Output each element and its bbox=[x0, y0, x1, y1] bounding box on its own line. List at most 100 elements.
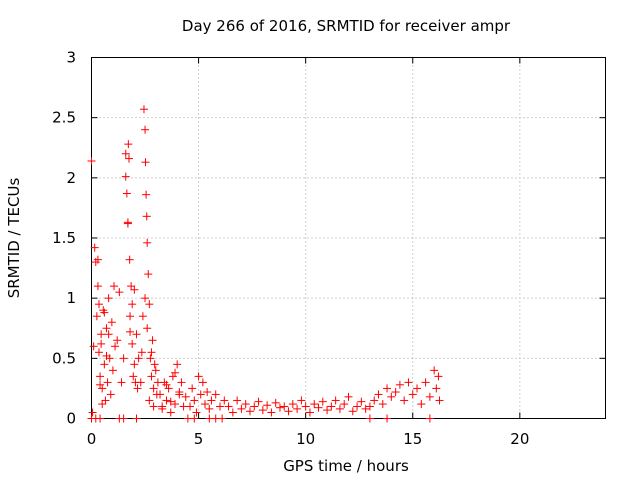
data-point bbox=[404, 378, 413, 387]
data-point bbox=[421, 378, 430, 387]
data-point bbox=[126, 327, 135, 336]
data-point bbox=[357, 397, 366, 406]
data-point bbox=[121, 149, 130, 158]
data-point bbox=[124, 140, 133, 149]
data-point bbox=[383, 384, 392, 393]
data-point bbox=[101, 396, 110, 405]
data-point bbox=[141, 125, 150, 134]
data-point bbox=[103, 378, 112, 387]
data-point bbox=[130, 285, 139, 294]
data-point bbox=[344, 392, 353, 401]
data-point bbox=[271, 398, 280, 407]
data-point bbox=[201, 400, 210, 409]
data-point bbox=[149, 402, 158, 411]
data-point bbox=[97, 339, 106, 348]
chart-title: Day 266 of 2016, SRMTID for receiver amp… bbox=[182, 17, 511, 35]
data-point bbox=[146, 354, 155, 363]
data-point bbox=[237, 404, 246, 413]
y-tick-label: 1 bbox=[66, 289, 76, 307]
data-point bbox=[216, 402, 224, 411]
data-point bbox=[293, 404, 302, 413]
data-point bbox=[138, 312, 147, 321]
data-point bbox=[127, 282, 136, 291]
data-point bbox=[198, 378, 207, 387]
data-point bbox=[88, 408, 97, 417]
data-point bbox=[102, 351, 111, 360]
data-point bbox=[162, 380, 171, 389]
data-point bbox=[117, 378, 126, 387]
data-point bbox=[106, 390, 115, 399]
data-point bbox=[102, 324, 111, 333]
data-point bbox=[150, 360, 159, 369]
data-point bbox=[134, 354, 143, 363]
data-point bbox=[123, 219, 132, 228]
data-point bbox=[288, 400, 297, 409]
data-point bbox=[205, 404, 214, 413]
data-point bbox=[361, 404, 370, 413]
data-point bbox=[93, 255, 102, 264]
data-point bbox=[128, 300, 137, 309]
data-point bbox=[327, 402, 336, 411]
data-point bbox=[100, 360, 109, 369]
data-point bbox=[203, 388, 212, 397]
data-point bbox=[168, 372, 177, 381]
data-point bbox=[96, 414, 105, 423]
y-tick-label: 0 bbox=[66, 410, 76, 428]
data-point bbox=[149, 384, 158, 393]
data-point bbox=[107, 318, 116, 327]
data-point bbox=[353, 402, 362, 411]
data-point bbox=[318, 397, 327, 406]
data-point bbox=[141, 294, 150, 303]
x-tick-labels: 0 5 10 15 20 bbox=[87, 430, 530, 448]
data-point bbox=[143, 324, 152, 333]
data-point bbox=[314, 403, 323, 412]
data-point bbox=[430, 366, 439, 375]
data-point bbox=[340, 400, 349, 409]
data-point bbox=[104, 330, 113, 339]
data-point bbox=[98, 384, 107, 393]
data-point bbox=[400, 396, 409, 405]
data-point bbox=[113, 336, 122, 345]
data-point bbox=[224, 402, 233, 411]
data-point bbox=[158, 404, 167, 413]
data-point bbox=[301, 402, 310, 411]
data-point bbox=[196, 390, 205, 399]
data-point bbox=[331, 396, 340, 405]
data-point bbox=[425, 392, 434, 401]
data-point bbox=[435, 396, 444, 405]
data-point bbox=[335, 404, 344, 413]
y-axis-label: SRMTID / TECUs bbox=[5, 178, 23, 299]
data-point bbox=[94, 300, 103, 309]
data-point bbox=[284, 407, 293, 416]
data-point bbox=[413, 384, 422, 393]
data-point bbox=[194, 372, 203, 381]
data-point bbox=[151, 366, 160, 375]
data-point bbox=[207, 396, 216, 405]
data-point bbox=[142, 190, 151, 199]
data-point bbox=[190, 396, 199, 405]
data-point bbox=[192, 408, 201, 417]
data-point bbox=[145, 396, 154, 405]
data-point bbox=[166, 408, 175, 417]
data-point bbox=[96, 380, 105, 389]
data-point bbox=[171, 368, 180, 377]
y-tick-label: 2.5 bbox=[52, 109, 76, 127]
data-point bbox=[374, 390, 383, 399]
data-point bbox=[280, 402, 289, 411]
data-point bbox=[115, 288, 124, 297]
data-point bbox=[365, 414, 374, 423]
x-tick-label: 5 bbox=[194, 430, 204, 448]
data-point bbox=[147, 372, 156, 381]
data-point bbox=[263, 401, 272, 410]
data-point bbox=[130, 360, 139, 369]
data-point bbox=[305, 408, 314, 417]
data-point bbox=[220, 396, 229, 405]
data-point bbox=[156, 390, 165, 399]
data-point bbox=[228, 408, 237, 417]
data-point bbox=[258, 406, 267, 415]
data-point bbox=[141, 158, 150, 167]
x-axis-label: GPS time / hours bbox=[283, 457, 409, 475]
data-point bbox=[310, 400, 319, 409]
data-point bbox=[132, 414, 141, 423]
data-point bbox=[94, 348, 103, 357]
